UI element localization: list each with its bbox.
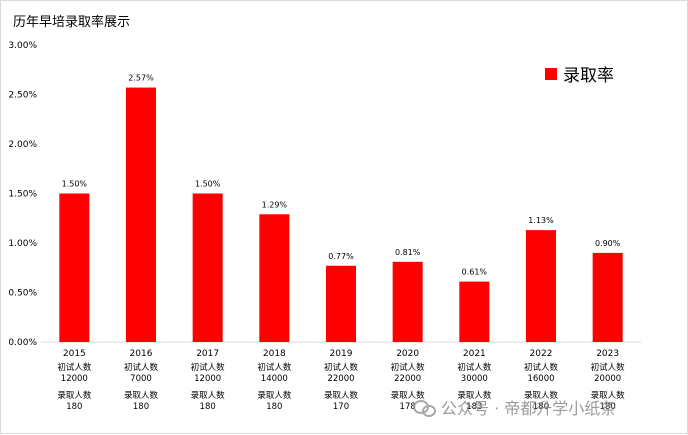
admit-count: 180 xyxy=(133,402,149,412)
exam-count: 22000 xyxy=(394,374,421,384)
x-tick-label: 2021 xyxy=(463,349,486,359)
bar xyxy=(526,230,556,342)
data-label: 1.50% xyxy=(195,180,221,189)
data-label: 1.13% xyxy=(528,216,554,225)
admit-count: 170 xyxy=(333,402,349,412)
admit-count: 180 xyxy=(66,402,82,412)
legend-label: 录取率 xyxy=(563,66,614,86)
exam-count: 22000 xyxy=(327,374,354,384)
x-tick-label: 2019 xyxy=(330,349,353,359)
admit-label: 录取人数 xyxy=(57,390,92,401)
bar xyxy=(592,252,623,342)
x-tick-label: 2020 xyxy=(396,349,419,359)
admit-label: 录取人数 xyxy=(257,390,292,401)
admit-count: 180 xyxy=(266,402,282,412)
legend-swatch xyxy=(545,67,557,80)
bar xyxy=(326,265,356,342)
exam-label: 初试人数 xyxy=(391,362,426,373)
bar xyxy=(126,87,156,342)
exam-label: 初试人数 xyxy=(191,362,226,373)
exam-label: 初试人数 xyxy=(524,362,559,373)
exam-count: 12000 xyxy=(61,374,88,384)
y-tick-label: 0.00% xyxy=(8,338,37,348)
bar xyxy=(259,214,290,342)
data-label: 1.29% xyxy=(262,200,288,209)
admit-count: 180 xyxy=(533,402,549,412)
x-tick-label: 2017 xyxy=(196,349,219,359)
y-tick-label: 1.00% xyxy=(8,239,37,249)
exam-count: 14000 xyxy=(261,374,288,384)
x-tick-label: 2022 xyxy=(530,349,553,359)
admit-label: 录取人数 xyxy=(391,390,426,401)
exam-count: 7000 xyxy=(130,374,152,384)
x-tick-label: 2015 xyxy=(63,349,86,359)
exam-count: 12000 xyxy=(194,374,221,384)
data-label: 0.90% xyxy=(595,239,621,248)
y-tick-label: 2.00% xyxy=(8,140,37,150)
admit-count: 183 xyxy=(466,402,482,412)
admit-count: 180 xyxy=(600,402,616,412)
data-label: 0.61% xyxy=(462,268,488,277)
exam-label: 初试人数 xyxy=(124,362,159,373)
legend: 录取率 xyxy=(545,61,614,86)
exam-label: 初试人数 xyxy=(324,362,359,373)
data-label: 1.50% xyxy=(62,180,88,189)
chart-title: 历年早培录取率展示 xyxy=(13,15,131,30)
x-tick-label: 2016 xyxy=(130,349,153,359)
y-tick-label: 3.00% xyxy=(8,41,37,51)
y-tick-label: 0.50% xyxy=(8,289,37,299)
data-label: 2.57% xyxy=(128,74,154,83)
watermark-text: 公众号 · 帝都升学小纸条 xyxy=(441,399,617,418)
data-label: 0.77% xyxy=(328,252,354,261)
exam-label: 初试人数 xyxy=(591,362,626,373)
wechat-icon xyxy=(413,398,436,417)
admit-label: 录取人数 xyxy=(457,390,492,401)
bar xyxy=(392,261,423,342)
admit-count: 178 xyxy=(400,402,416,412)
y-tick-label: 1.50% xyxy=(8,190,37,200)
admit-label: 录取人数 xyxy=(191,390,226,401)
x-tick-label: 2023 xyxy=(596,349,619,359)
exam-label: 初试人数 xyxy=(257,362,292,373)
y-tick-label: 2.50% xyxy=(8,91,37,101)
exam-count: 30000 xyxy=(461,374,488,384)
admit-label: 录取人数 xyxy=(591,390,626,401)
admit-count: 180 xyxy=(200,402,216,412)
bar xyxy=(459,281,490,342)
exam-count: 20000 xyxy=(594,374,621,384)
data-label: 0.81% xyxy=(395,248,421,257)
bar xyxy=(59,193,90,342)
admit-label: 录取人数 xyxy=(524,390,559,401)
watermark: 公众号 · 帝都升学小纸条 xyxy=(413,395,616,419)
admit-label: 录取人数 xyxy=(124,390,159,401)
exam-count: 16000 xyxy=(527,374,554,384)
admit-label: 录取人数 xyxy=(324,390,359,401)
exam-label: 初试人数 xyxy=(57,362,92,373)
exam-label: 初试人数 xyxy=(457,362,492,373)
x-tick-label: 2018 xyxy=(263,349,286,359)
bar xyxy=(192,193,223,342)
